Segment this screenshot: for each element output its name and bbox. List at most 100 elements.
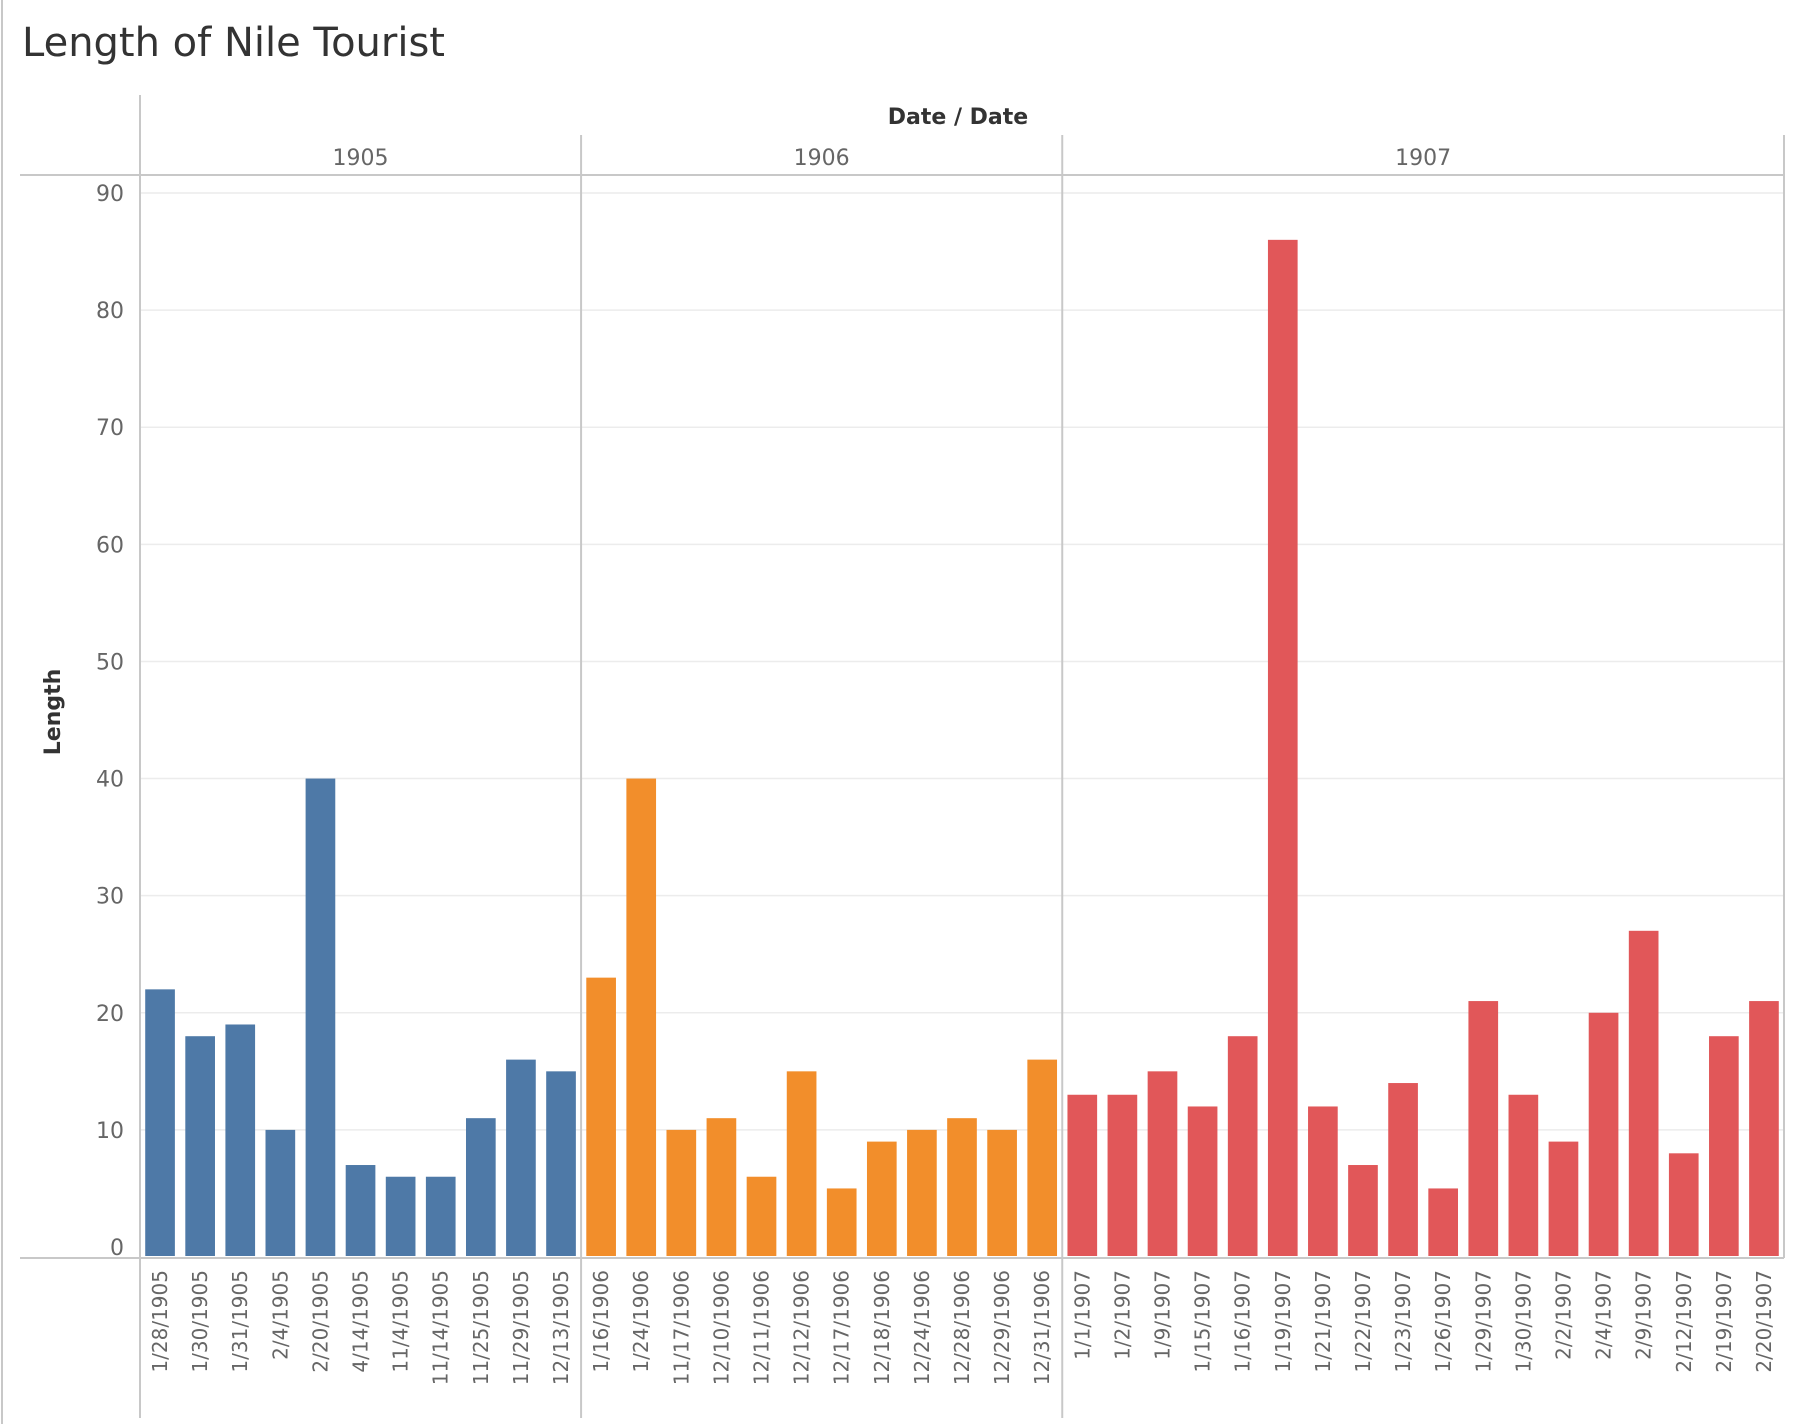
x-tick-label: 12/11/1906 [750, 1270, 774, 1385]
year-header-1907: 1907 [1395, 146, 1451, 171]
bar-1/31/1905 [225, 1024, 256, 1256]
bar-12/18/1906 [866, 1141, 897, 1256]
y-tick-label: 80 [96, 299, 124, 324]
x-tick-label: 1/16/1906 [589, 1270, 613, 1373]
bar-1/24/1906 [626, 778, 657, 1256]
bar-11/4/1905 [385, 1176, 416, 1256]
x-tick-label: 1/19/1907 [1271, 1270, 1295, 1373]
bar-2/20/1907 [1749, 1001, 1779, 1256]
y-axis-label: Length [41, 669, 66, 756]
x-tick-label: 12/31/1906 [1030, 1270, 1054, 1385]
x-tick-label: 12/17/1906 [830, 1270, 854, 1385]
y-tick-label: 90 [96, 182, 124, 207]
column-headers: Date / Date 1905 1906 1907 [333, 105, 1452, 171]
x-tick-label: 2/9/1907 [1632, 1270, 1656, 1360]
x-tick-label: 2/4/1905 [268, 1270, 292, 1360]
bar-1/30/1905 [185, 1036, 215, 1256]
x-tick-label: 12/10/1906 [709, 1270, 733, 1385]
y-tick-label: 40 [96, 768, 124, 793]
x-tick-label: 12/18/1906 [870, 1270, 894, 1385]
bar-2/19/1907 [1709, 1036, 1739, 1256]
x-tick-label: 12/12/1906 [790, 1270, 814, 1385]
bar-12/31/1906 [1027, 1059, 1058, 1256]
x-tick-label: 2/2/1907 [1551, 1270, 1575, 1360]
bar-12/24/1906 [907, 1129, 937, 1256]
bar-12/28/1906 [947, 1118, 977, 1256]
x-tick-label: 1/30/1905 [188, 1270, 212, 1373]
x-tick-label: 11/17/1906 [669, 1270, 693, 1385]
bar-1/16/1907 [1227, 1036, 1258, 1256]
column-header-title: Date / Date [888, 105, 1028, 130]
x-tick-label: 11/29/1905 [509, 1270, 533, 1385]
bar-12/10/1906 [706, 1118, 737, 1256]
year-header-1906: 1906 [794, 146, 850, 171]
x-tick-label: 1/16/1907 [1231, 1270, 1255, 1373]
bar-12/13/1905 [546, 1071, 576, 1256]
bar-11/14/1905 [425, 1176, 456, 1256]
x-tick-label: 2/20/1905 [308, 1270, 332, 1373]
bar-2/4/1907 [1588, 1012, 1619, 1256]
x-tick-label: 1/1/1907 [1070, 1270, 1094, 1360]
x-tick-label: 1/24/1906 [629, 1270, 653, 1373]
y-tick-label: 20 [96, 1002, 124, 1027]
y-tick-label: 10 [96, 1119, 124, 1144]
bar-11/29/1905 [506, 1059, 536, 1256]
x-tick-label: 12/24/1906 [910, 1270, 934, 1385]
x-tick-label: 11/14/1905 [429, 1270, 453, 1385]
x-tick-label: 1/26/1907 [1431, 1270, 1455, 1373]
bar-2/9/1907 [1628, 930, 1659, 1256]
bar-1/21/1907 [1308, 1106, 1338, 1256]
bar-1/22/1907 [1348, 1165, 1378, 1256]
bar-1/26/1907 [1428, 1188, 1459, 1256]
x-tick-label: 2/12/1907 [1672, 1270, 1696, 1373]
bar-1/2/1907 [1107, 1094, 1138, 1256]
x-tick-label: 12/13/1905 [549, 1270, 573, 1385]
x-tick-label: 4/14/1905 [349, 1270, 373, 1373]
bar-1/30/1907 [1508, 1094, 1539, 1256]
y-tick-label: 70 [96, 416, 124, 441]
x-tick-label: 2/4/1907 [1592, 1270, 1616, 1360]
bar-11/25/1905 [465, 1118, 496, 1256]
bar-1/28/1905 [145, 989, 175, 1256]
bar-1/29/1907 [1468, 1001, 1499, 1256]
y-axis-ticks: 0 10 20 30 40 50 60 70 80 90 [96, 182, 124, 1261]
bar-12/12/1906 [786, 1071, 817, 1256]
x-tick-label: 12/29/1906 [990, 1270, 1014, 1385]
bar-1/23/1907 [1388, 1083, 1418, 1256]
x-tick-label: 2/19/1907 [1712, 1270, 1736, 1373]
chart-title: Length of Nile Tourist [22, 20, 445, 66]
bar-12/17/1906 [826, 1188, 857, 1256]
y-tick-label: 30 [96, 885, 124, 910]
x-tick-label: 1/31/1905 [228, 1270, 252, 1373]
x-tick-label: 11/25/1905 [469, 1270, 493, 1385]
bar-1/19/1907 [1267, 239, 1298, 1256]
x-tick-label: 1/21/1907 [1311, 1270, 1335, 1373]
x-tick-label: 11/4/1905 [389, 1270, 413, 1373]
x-tick-label: 12/28/1906 [950, 1270, 974, 1385]
year-header-1905: 1905 [333, 146, 389, 171]
gridlines [140, 192, 1784, 1131]
bar-1/9/1907 [1147, 1071, 1178, 1256]
bar-2/12/1907 [1668, 1153, 1699, 1256]
bars [145, 239, 1779, 1256]
x-tick-label: 1/23/1907 [1391, 1270, 1415, 1373]
bar-1/16/1906 [586, 977, 616, 1256]
y-tick-label: 0 [110, 1236, 124, 1261]
x-tick-label: 1/29/1907 [1471, 1270, 1495, 1373]
bar-12/29/1906 [987, 1129, 1017, 1256]
x-tick-label: 1/9/1907 [1150, 1270, 1174, 1360]
bar-11/17/1906 [666, 1129, 697, 1256]
bar-12/11/1906 [746, 1176, 777, 1256]
x-tick-label: 1/28/1905 [148, 1270, 172, 1373]
x-tick-label: 1/22/1907 [1351, 1270, 1375, 1373]
y-tick-label: 50 [96, 650, 124, 675]
bar-4/14/1905 [345, 1165, 376, 1256]
x-tick-label: 1/2/1907 [1110, 1270, 1134, 1360]
bar-1/15/1907 [1187, 1106, 1218, 1256]
x-tick-label: 2/20/1907 [1752, 1270, 1776, 1373]
x-tick-label: 1/30/1907 [1511, 1270, 1535, 1373]
bar-2/2/1907 [1548, 1141, 1579, 1256]
bar-1/1/1907 [1067, 1094, 1098, 1256]
